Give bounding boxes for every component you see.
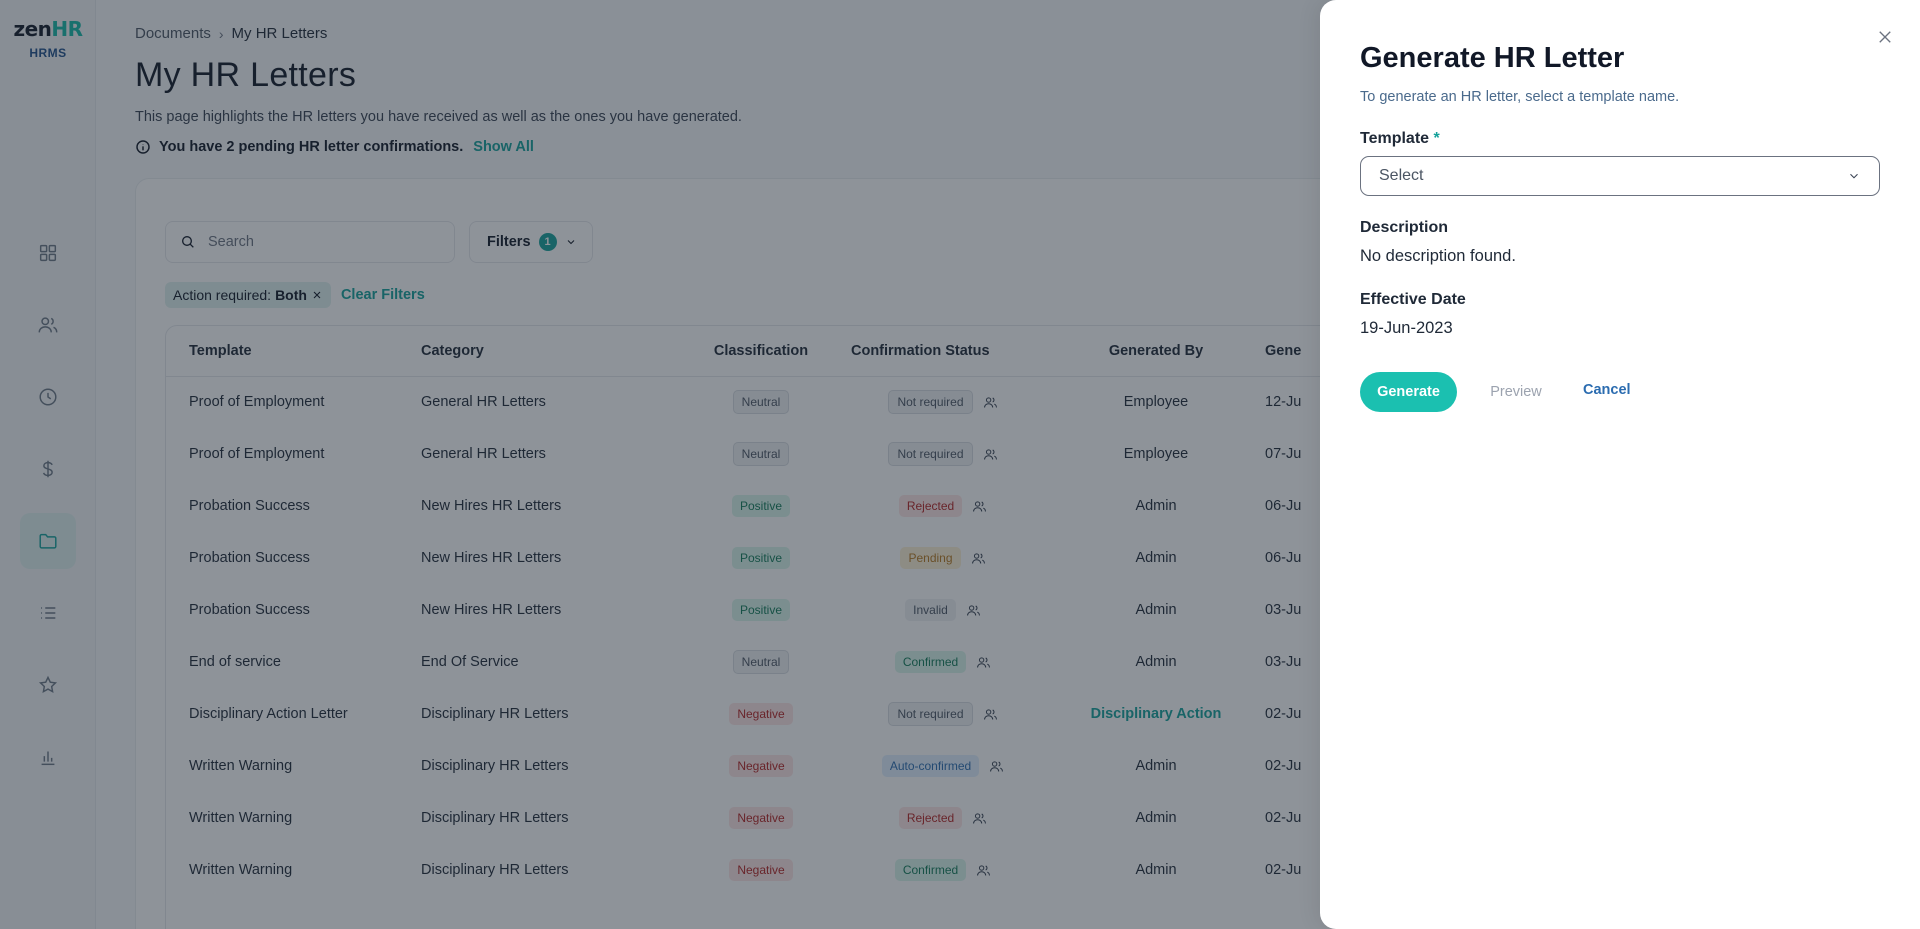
template-select[interactable]: Select	[1360, 156, 1880, 196]
preview-button[interactable]: Preview	[1472, 372, 1560, 412]
chevron-down-icon	[1850, 173, 1858, 179]
template-select-value: Select	[1379, 167, 1424, 184]
required-mark: *	[1433, 130, 1440, 147]
drawer-title: Generate HR Letter	[1360, 42, 1625, 74]
generate-button[interactable]: Generate	[1360, 372, 1457, 412]
effective-date-label: Effective Date	[1360, 291, 1466, 308]
cancel-button[interactable]: Cancel	[1583, 382, 1631, 398]
close-drawer-button[interactable]	[1876, 28, 1894, 46]
close-icon	[1879, 31, 1891, 43]
generate-hr-letter-drawer: Generate HR Letter To generate an HR let…	[1320, 0, 1920, 929]
drawer-subtitle: To generate an HR letter, select a templ…	[1360, 89, 1680, 105]
effective-date-value: 19-Jun-2023	[1360, 319, 1453, 337]
description-value: No description found.	[1360, 247, 1516, 265]
description-label: Description	[1360, 219, 1449, 236]
template-label-text: Template	[1360, 130, 1430, 147]
template-label: Template *	[1360, 130, 1440, 148]
